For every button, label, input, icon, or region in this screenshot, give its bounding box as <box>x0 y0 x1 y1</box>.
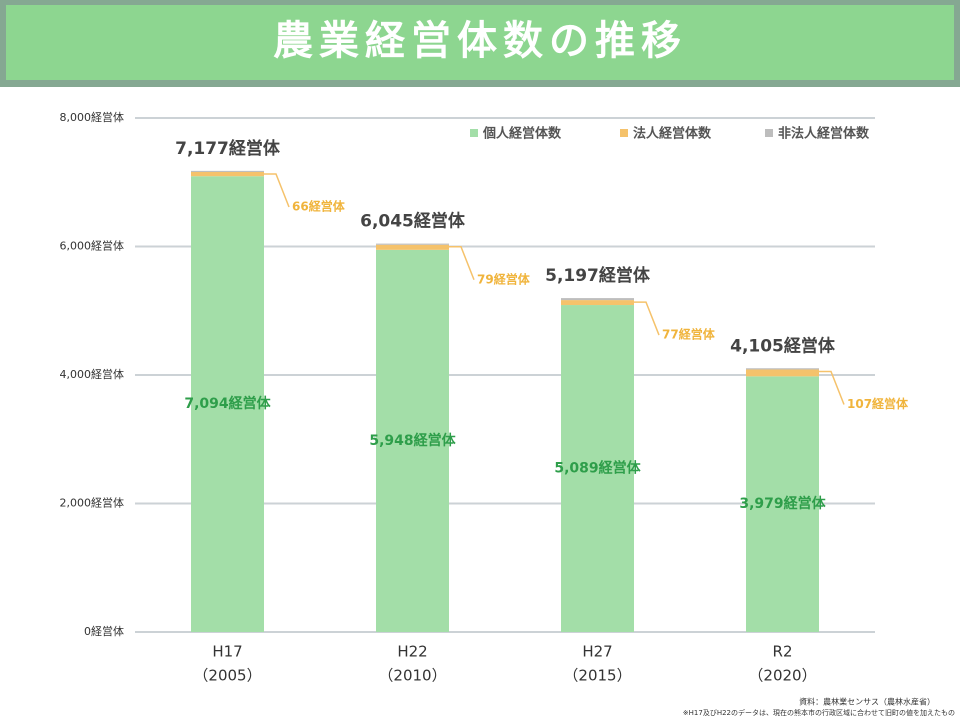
value-label: 5,948経営体 <box>369 432 456 449</box>
total-label: 7,177経営体 <box>175 138 281 159</box>
y-tick-label: 2,000経営体 <box>60 496 125 510</box>
x-tick-label: H17 <box>212 643 242 661</box>
label-connector <box>634 301 660 336</box>
y-tick-label: 6,000経営体 <box>60 239 125 253</box>
x-tick-label: R2 <box>773 643 793 661</box>
legend-label: 法人経営体数 <box>633 126 712 142</box>
label-connector <box>449 246 475 281</box>
value-label: 7,094経営体 <box>184 395 271 412</box>
y-tick-label: 4,000経営体 <box>60 367 125 381</box>
source: 資料：農林業センサス（農林水産省） <box>799 697 935 707</box>
x-tick-label: H27 <box>582 643 612 661</box>
bar-segment <box>746 369 819 377</box>
legend-swatch <box>620 129 628 137</box>
x-tick-label: H22 <box>397 643 427 661</box>
bar-segment <box>561 305 634 632</box>
bar-segment <box>561 298 634 301</box>
legend-label: 非法人経営体数 <box>778 126 870 142</box>
legend-swatch <box>470 129 478 137</box>
legend-label: 個人経営体数 <box>482 126 562 142</box>
value-label: 79経営体 <box>477 271 531 286</box>
bar-segment <box>191 171 264 177</box>
bar-segment <box>376 244 449 250</box>
x-tick-sublabel: （2020） <box>748 667 816 685</box>
value-label: 3,979経営体 <box>739 495 826 512</box>
total-label: 6,045経営体 <box>360 211 466 232</box>
value-label: 66経営体 <box>292 198 346 213</box>
value-label: 107経営体 <box>847 396 909 411</box>
note: ※H17及びH22のデータは、現在の熊本市の行政区域に合わせて旧町の値を加えたも… <box>683 708 955 717</box>
legend-swatch <box>765 129 773 137</box>
value-label: 5,089経営体 <box>554 460 641 477</box>
bar-segment <box>191 170 264 172</box>
bar-segment <box>376 249 449 632</box>
bar-segment <box>376 243 449 245</box>
x-tick-sublabel: （2010） <box>378 667 446 685</box>
x-tick-sublabel: （2005） <box>193 667 261 685</box>
bar-segment <box>746 368 819 370</box>
bar-segment <box>561 300 634 306</box>
total-label: 5,197経営体 <box>545 265 651 286</box>
header-panel <box>6 5 954 80</box>
y-tick-label: 0経営体 <box>84 624 124 638</box>
total-label: 4,105経営体 <box>730 335 836 356</box>
chart-title: 農業経営体数の推移 <box>273 18 687 64</box>
value-label: 77経営体 <box>662 327 716 342</box>
bar-segment <box>191 176 264 632</box>
label-connector <box>264 173 290 208</box>
bar-segment <box>746 376 819 632</box>
x-tick-sublabel: （2015） <box>563 667 631 685</box>
label-connector <box>819 370 845 405</box>
y-tick-label: 8,000経営体 <box>60 110 125 124</box>
